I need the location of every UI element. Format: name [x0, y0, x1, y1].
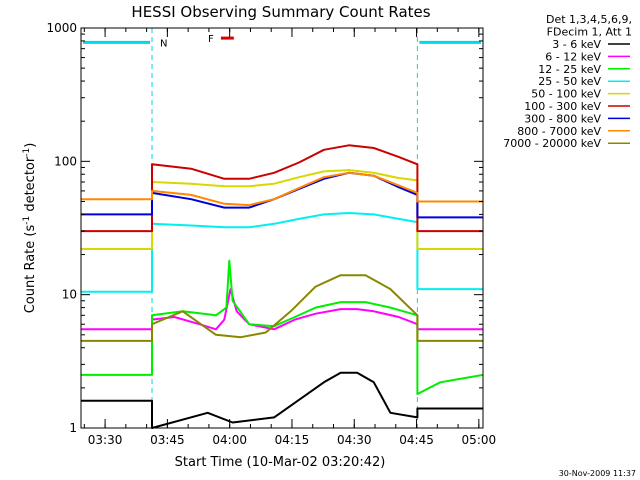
legend-header-1: FDecim 1, Att 1 [547, 25, 632, 38]
legend: Det 1,3,4,5,6,9,FDecim 1, Att 13 - 6 keV… [503, 13, 632, 150]
legend-label-5: 100 - 300 keV [524, 100, 601, 113]
x-tick-label-6: 05:00 [462, 433, 497, 447]
x-tick-label-5: 04:45 [399, 433, 434, 447]
axes: 03:30 03:45 04:00 04:15 04:30 04:45 05:00 1 10 10… [46, 21, 496, 447]
series-line-7 [81, 171, 483, 207]
y-tick-label-1: 10 [62, 288, 77, 302]
series-line-5 [81, 144, 483, 233]
legend-label-0: 3 - 6 keV [552, 38, 601, 51]
night-label: N [160, 38, 167, 49]
x-axis-label: Start Time (10-Mar-02 03:20:42) [175, 455, 386, 470]
series-line-2 [81, 259, 484, 395]
chart-title: HESSI Observing Summary Count Rates [131, 3, 430, 21]
legend-label-1: 6 - 12 keV [545, 50, 601, 63]
x-tick-label-0: 03:30 [88, 433, 123, 447]
y-tick-label-3: 1000 [46, 21, 77, 35]
series-line-0 [81, 371, 483, 429]
x-tick-label-4: 04:30 [337, 433, 372, 447]
legend-label-7: 800 - 7000 keV [517, 125, 601, 138]
x-tick-label-3: 04:15 [275, 433, 310, 447]
x-tick-label-2: 04:00 [212, 433, 247, 447]
flare-label: F [208, 34, 214, 45]
legend-header-0: Det 1,3,4,5,6,9, [546, 13, 632, 26]
x-tick-label-1: 03:45 [150, 433, 185, 447]
y-axis-label: Count Rate (s-1 detector-1) [22, 143, 38, 314]
series-line-4 [81, 169, 483, 250]
series-line-1 [81, 288, 483, 331]
footer-date: 30-Nov-2009 11:37 [559, 469, 636, 478]
legend-label-8: 7000 - 20000 keV [503, 137, 601, 150]
y-tick-label-0: 1 [69, 421, 77, 435]
series-line-8 [81, 274, 483, 342]
legend-label-2: 12 - 25 keV [538, 63, 601, 76]
legend-label-6: 300 - 800 keV [524, 112, 601, 125]
legend-label-3: 25 - 50 keV [538, 75, 601, 88]
y-tick-label-2: 100 [54, 154, 77, 168]
series-line-3 [81, 212, 483, 293]
plot-frame [80, 27, 484, 429]
legend-label-4: 50 - 100 keV [531, 88, 601, 101]
